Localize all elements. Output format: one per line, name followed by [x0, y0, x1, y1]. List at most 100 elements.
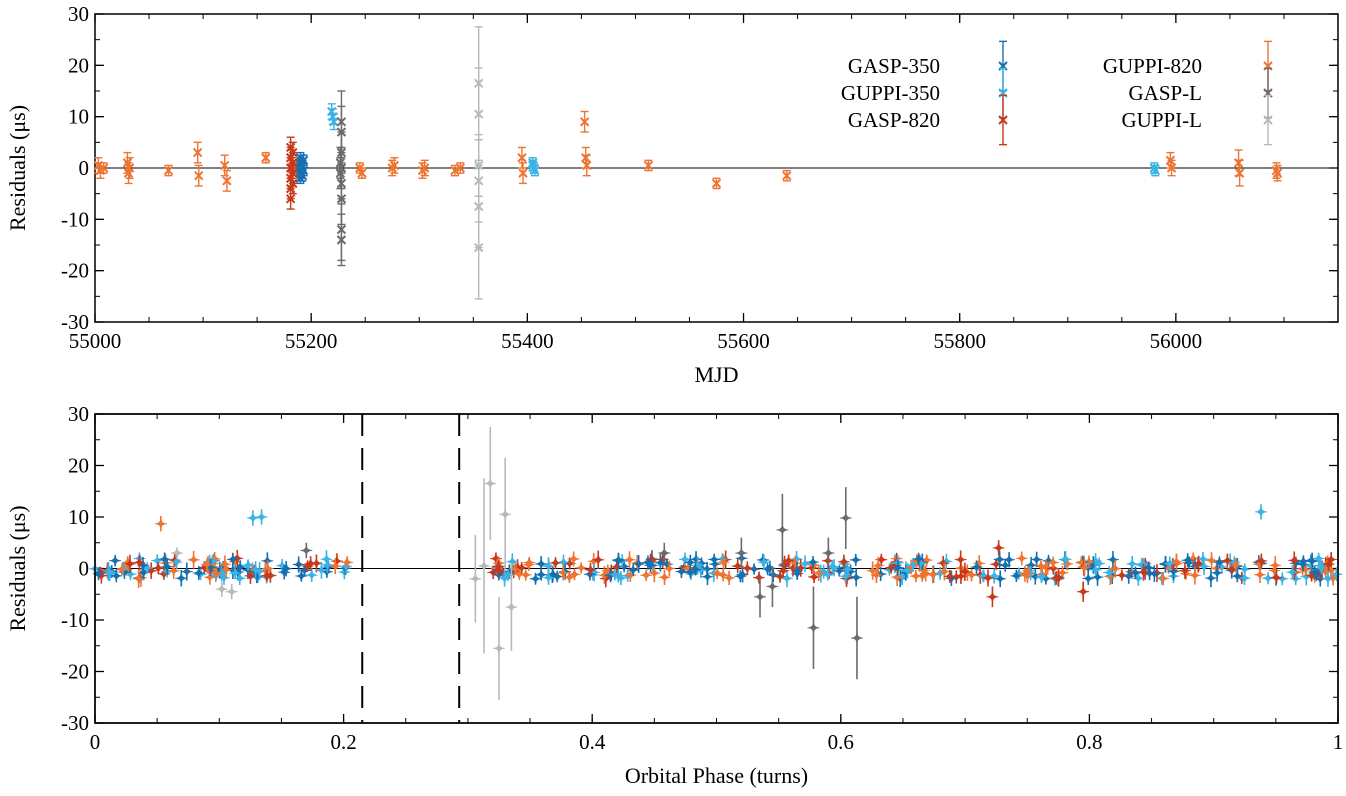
y-tick-label: 10 [68, 505, 89, 529]
band-point [1106, 551, 1119, 569]
star-marker [246, 512, 259, 525]
star-marker [1213, 556, 1226, 569]
data-point [336, 213, 347, 267]
x-marker [582, 160, 592, 171]
data-point [261, 151, 271, 164]
star-marker [305, 569, 318, 582]
star-marker [557, 566, 570, 579]
band-point [1330, 567, 1343, 582]
y-axis-label: Residuals (μs) [5, 105, 30, 231]
band-point [741, 561, 754, 576]
x-tick-label: 55000 [69, 329, 122, 353]
band-point [1126, 555, 1139, 572]
star-marker [821, 568, 835, 581]
star-marker [499, 508, 512, 521]
band-point [1157, 571, 1170, 586]
star-marker [506, 555, 519, 568]
band-point [1231, 570, 1244, 583]
y-tick-label: 0 [79, 156, 90, 180]
band-point [943, 569, 956, 583]
legend-label: GASP-L [1128, 81, 1202, 105]
star-marker [986, 590, 999, 603]
band-point [912, 552, 925, 566]
band-point [175, 570, 188, 587]
band-point [837, 554, 850, 569]
band-point [623, 551, 636, 569]
outlier-point [499, 457, 512, 572]
band-point [841, 563, 854, 576]
band-point [567, 551, 580, 567]
star-marker [338, 566, 351, 579]
star-marker [1010, 569, 1023, 582]
x-tick-label: 55400 [501, 329, 554, 353]
band-point [133, 554, 146, 570]
outlier-point [658, 542, 671, 564]
outlier-point [246, 510, 259, 526]
band-point [187, 550, 200, 569]
data-point [163, 164, 174, 177]
star-marker [301, 560, 314, 573]
data-point [329, 113, 339, 131]
outlier-point [1254, 504, 1267, 520]
x-marker [389, 160, 400, 171]
x-marker [455, 163, 466, 173]
star-marker [161, 560, 174, 573]
star-marker [618, 560, 631, 573]
data-point [357, 167, 367, 179]
y-axis-label: Residuals (μs) [5, 505, 30, 631]
band-point [618, 560, 631, 573]
band-point [1003, 552, 1016, 568]
star-marker [1179, 567, 1192, 580]
star-marker [807, 621, 820, 634]
band-point [109, 554, 122, 567]
star-marker [154, 517, 167, 530]
band-point [958, 562, 971, 581]
band-point [234, 560, 247, 574]
star-marker [891, 571, 904, 584]
band-point [1170, 553, 1183, 571]
star-marker [171, 547, 184, 560]
band-point [557, 564, 570, 581]
legend-marker [1263, 94, 1273, 146]
y-tick-label: 20 [68, 53, 89, 77]
x-marker [329, 117, 339, 127]
x-marker [98, 163, 109, 173]
data-point [194, 164, 204, 187]
star-marker [1170, 555, 1183, 568]
band-point [675, 565, 688, 579]
band-point [1269, 556, 1282, 575]
x-marker [1272, 168, 1283, 178]
x-marker [335, 168, 346, 178]
star-marker [575, 561, 588, 574]
star-marker [817, 565, 830, 578]
data-point [287, 157, 297, 179]
star-marker [1238, 572, 1251, 585]
band-point [1035, 570, 1048, 583]
x-marker [219, 160, 230, 171]
star-marker [872, 559, 885, 572]
band-point [1238, 571, 1251, 586]
band-point [1288, 551, 1301, 570]
star-marker [158, 553, 171, 566]
star-marker [492, 642, 505, 655]
star-marker [701, 570, 714, 583]
band-point [542, 557, 555, 575]
legend-label: GUPPI-350 [841, 81, 940, 105]
outlier-point [850, 596, 863, 680]
star-marker [255, 510, 268, 524]
star-marker [1225, 562, 1238, 575]
band-point [310, 554, 323, 573]
band-point [1204, 569, 1217, 588]
band-point [833, 564, 846, 577]
star-marker [1330, 568, 1343, 581]
band-point [123, 554, 136, 574]
data-point [643, 159, 654, 172]
band-point [736, 566, 749, 583]
band-point [1021, 567, 1034, 581]
band-point [260, 569, 273, 582]
star-marker [1104, 570, 1117, 583]
star-marker [551, 570, 564, 583]
data-point [1166, 159, 1177, 177]
star-marker [542, 559, 555, 572]
band-point [249, 561, 262, 579]
